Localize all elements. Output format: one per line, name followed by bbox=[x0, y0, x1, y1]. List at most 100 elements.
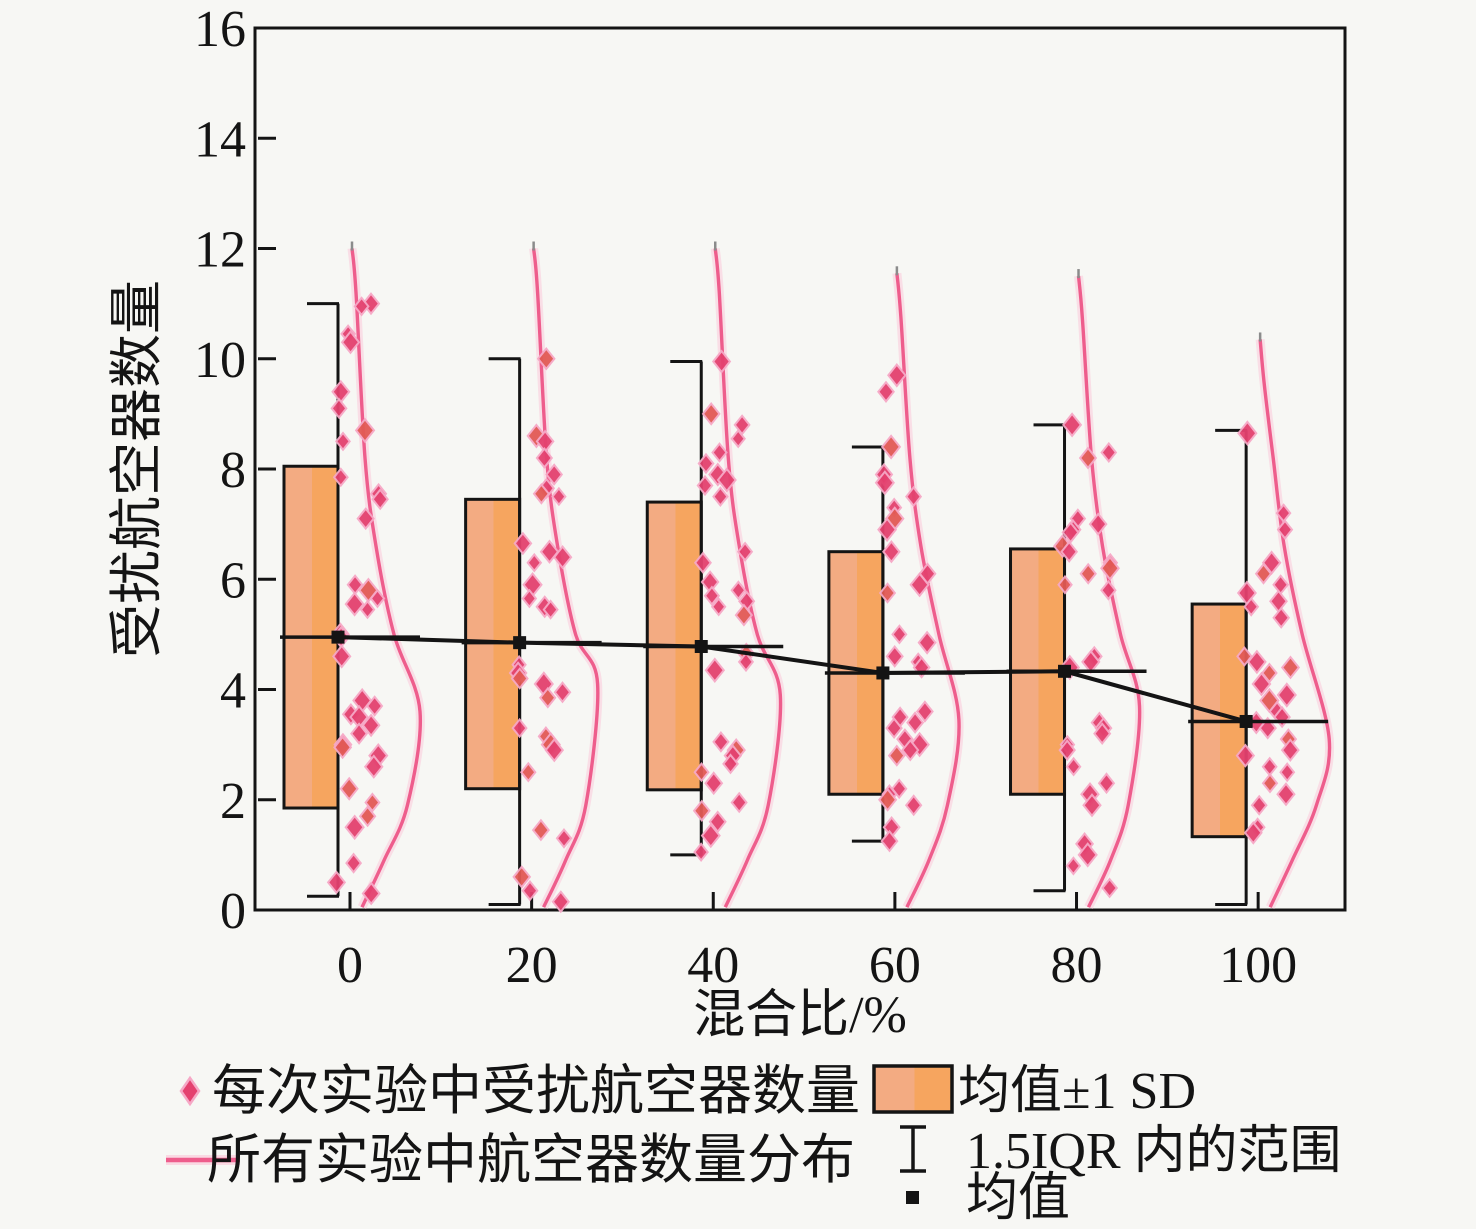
scatter-point bbox=[526, 423, 547, 449]
scatter-point bbox=[1077, 842, 1098, 868]
scatter-point bbox=[736, 541, 754, 562]
scatter-point bbox=[536, 346, 556, 371]
scatter-point bbox=[904, 794, 923, 817]
scatter-point bbox=[1100, 555, 1120, 581]
violin-curve-60 bbox=[895, 273, 961, 908]
mean-marker-0 bbox=[331, 630, 345, 644]
scatter-point bbox=[1261, 772, 1279, 794]
scatter-point bbox=[917, 630, 937, 655]
scatter-point bbox=[345, 852, 363, 874]
scatter-point bbox=[332, 644, 352, 669]
scatter-point bbox=[354, 417, 376, 444]
scatter-point bbox=[333, 735, 353, 760]
scatter-point bbox=[339, 776, 359, 801]
scatter-point bbox=[326, 870, 347, 895]
mean-legend-label: 均值 bbox=[966, 1170, 1070, 1227]
y-axis-title: 受扰航空器数量 bbox=[107, 280, 167, 658]
scatter-point bbox=[697, 452, 715, 475]
y-tick-label: 0 bbox=[220, 883, 246, 940]
violin-curve-100 bbox=[1258, 339, 1332, 908]
scatter-point bbox=[1280, 655, 1301, 680]
y-tick-label: 16 bbox=[194, 1, 246, 58]
scatter-point bbox=[358, 805, 377, 828]
scatter-point bbox=[521, 880, 539, 902]
violin-legend-label: 所有实验中航空器数量分布 bbox=[207, 1130, 855, 1190]
scatter-point bbox=[331, 379, 351, 404]
violin-halo-20 bbox=[529, 248, 603, 910]
scatter-point bbox=[510, 667, 529, 690]
scatter-point bbox=[1101, 877, 1119, 899]
scatter-point bbox=[700, 822, 721, 849]
scatter-point bbox=[371, 488, 389, 511]
scatter-point bbox=[877, 517, 898, 543]
y-tick-label: 14 bbox=[194, 111, 246, 168]
y-tick-label: 2 bbox=[220, 773, 246, 830]
scatter-point bbox=[1272, 606, 1291, 629]
scatter-point bbox=[737, 651, 755, 673]
scatter-legend-label: 每次实验中受扰航空器数量 bbox=[212, 1061, 860, 1121]
scatter-point bbox=[1062, 412, 1083, 438]
y-tick-label: 12 bbox=[194, 222, 246, 279]
scatter-point bbox=[539, 686, 557, 709]
plot-frame bbox=[253, 26, 1347, 912]
scatter-point bbox=[1280, 738, 1300, 763]
scatter-point bbox=[363, 754, 384, 779]
scatter-point bbox=[1100, 579, 1117, 601]
y-tick-label: 8 bbox=[220, 442, 246, 499]
scatter-point bbox=[1269, 589, 1288, 614]
scatter-point bbox=[878, 787, 898, 812]
y-tick-label: 10 bbox=[194, 332, 246, 389]
scatter-point bbox=[531, 818, 550, 842]
scatter-point bbox=[710, 597, 727, 617]
scatter-point bbox=[887, 744, 906, 767]
y-tick-label: 6 bbox=[220, 552, 246, 609]
x-tick-label: 100 bbox=[1219, 937, 1297, 994]
scatter-point bbox=[712, 731, 730, 753]
scatter-point bbox=[1250, 794, 1268, 816]
scatter-point bbox=[555, 828, 573, 849]
scatter-point bbox=[1060, 540, 1079, 563]
scatter-point bbox=[356, 507, 375, 531]
mean-legend-icon bbox=[906, 1191, 919, 1204]
scatter-point bbox=[887, 362, 907, 388]
scatter-point bbox=[335, 431, 351, 452]
scatter-point bbox=[1254, 562, 1273, 585]
mean-marker-40 bbox=[694, 640, 708, 654]
scatter-point bbox=[332, 467, 349, 488]
x-tick-label: 60 bbox=[869, 937, 921, 994]
scatter-point bbox=[1065, 756, 1082, 777]
scatter-point bbox=[1082, 793, 1102, 818]
mean-marker-100 bbox=[1239, 714, 1253, 728]
scatter-point bbox=[521, 588, 538, 609]
scatter-point bbox=[1251, 671, 1272, 697]
scatter-point bbox=[1276, 519, 1294, 541]
scatter-point bbox=[535, 446, 554, 469]
violin-curve-80 bbox=[1076, 275, 1142, 908]
scatter-point bbox=[522, 571, 543, 598]
scatter-point bbox=[712, 486, 729, 507]
whisker-legend-label: 1.5IQR 内的范围 bbox=[966, 1123, 1342, 1180]
box-legend-label: 均值±1 SD bbox=[958, 1063, 1196, 1120]
scatter-point bbox=[545, 463, 564, 486]
scatter-point bbox=[330, 397, 348, 420]
scatter-point bbox=[693, 761, 710, 783]
scatter-point bbox=[520, 761, 537, 783]
scatter-point bbox=[711, 442, 728, 463]
violin-curve-40 bbox=[713, 248, 783, 908]
scatter-point bbox=[361, 713, 381, 738]
scatter-point bbox=[511, 717, 528, 739]
mean-marker-80 bbox=[1058, 664, 1072, 678]
scatter-point bbox=[359, 599, 376, 620]
x-tick-label: 80 bbox=[1051, 937, 1103, 994]
scatter-point bbox=[734, 603, 754, 627]
scatter-point bbox=[1243, 821, 1263, 845]
scatter-point bbox=[1276, 682, 1297, 708]
scatter-point bbox=[722, 753, 739, 775]
scatter-point bbox=[1078, 446, 1098, 470]
scatter-point bbox=[365, 695, 384, 717]
scatter-point bbox=[551, 486, 567, 507]
scatter-point bbox=[1088, 512, 1108, 536]
scatter-point bbox=[532, 483, 551, 505]
scatter-point bbox=[1236, 646, 1253, 667]
